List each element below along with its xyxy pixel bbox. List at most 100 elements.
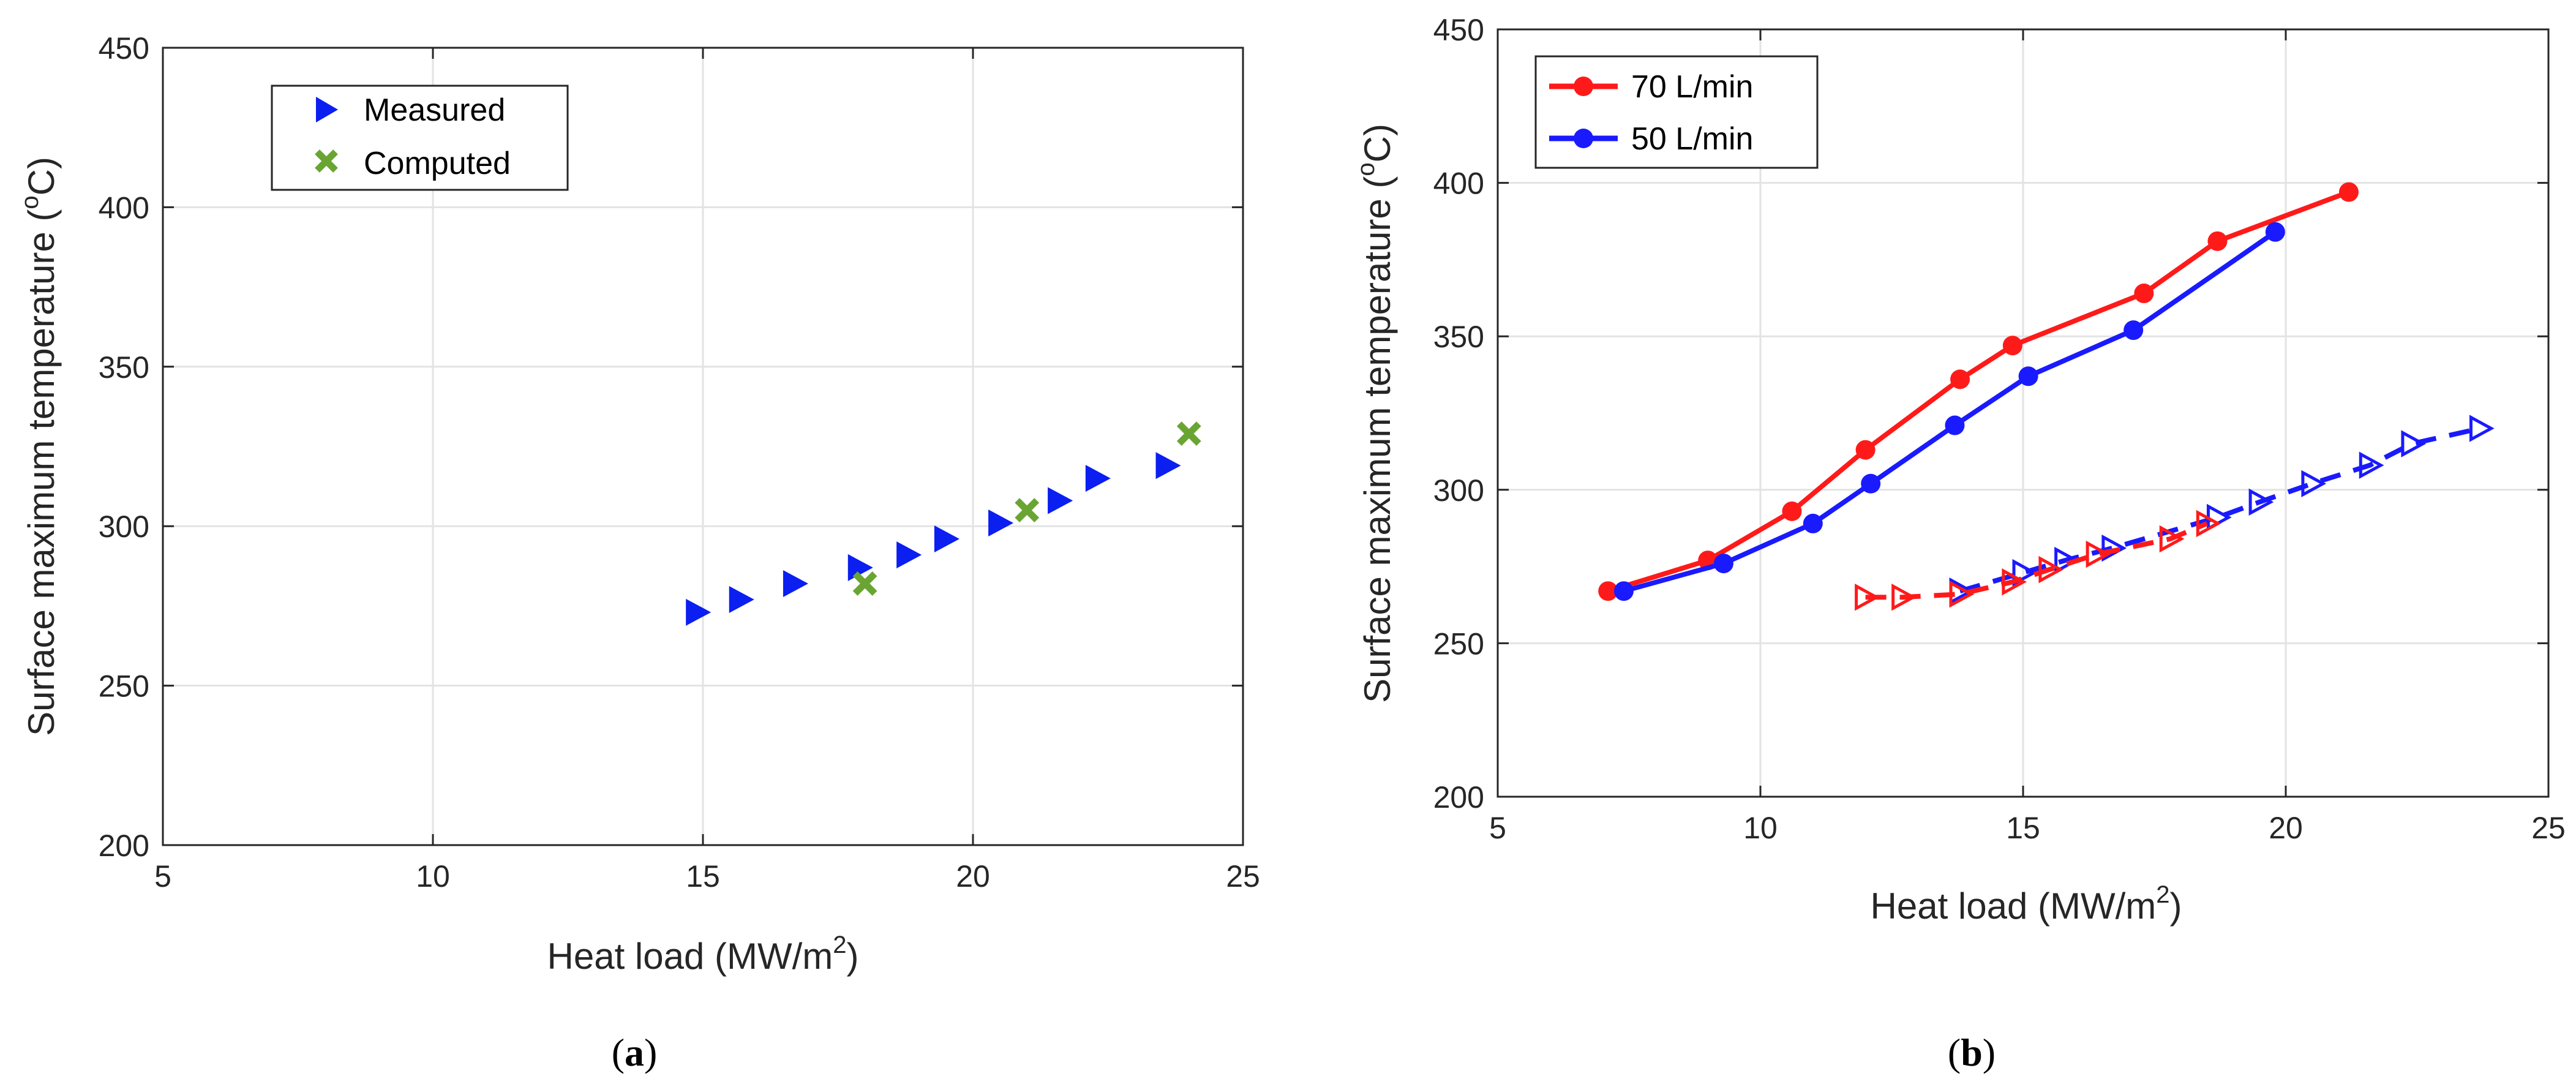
y-tick-labels: 200 250 300 350 400 450 <box>1433 13 1484 814</box>
data-point <box>2469 415 2495 442</box>
legend-label-computed: Computed <box>364 146 511 181</box>
data-point <box>2196 510 2221 538</box>
data-point <box>1949 580 1975 608</box>
data-point <box>2207 231 2228 251</box>
legend-label-measured: Measured <box>364 92 505 128</box>
panel-label-a: (a) <box>612 1031 658 1074</box>
data-point <box>988 509 1014 536</box>
y-tick-label: 400 <box>1433 167 1484 201</box>
data-point <box>1713 554 1733 574</box>
legend-marker-measured <box>316 97 338 122</box>
data-point <box>852 571 877 596</box>
y-tick-label: 300 <box>1433 473 1484 508</box>
data-point <box>1048 487 1073 514</box>
axis-ticks <box>1496 28 2550 798</box>
legend-marker-computed <box>315 149 338 173</box>
y-tick-label: 350 <box>99 350 149 385</box>
data-point <box>686 598 712 626</box>
data-point <box>783 570 808 597</box>
chart-panel-a: 5 10 15 20 25 200 250 300 350 400 450 Measured Co… <box>17 31 1260 1074</box>
axis-ticks <box>162 47 1244 846</box>
data-point <box>2086 540 2111 568</box>
series-measured <box>686 452 1181 626</box>
data-point <box>1861 473 1881 494</box>
x-tick-labels: 5 10 15 20 25 <box>154 859 1260 893</box>
x-tick-label: 5 <box>154 859 171 893</box>
series-line <box>1959 426 2481 594</box>
data-point <box>1782 501 1802 521</box>
x-tick-label: 15 <box>2006 811 2040 845</box>
data-point <box>729 585 754 613</box>
x-axis-label: Heat load (MW/m2) <box>1871 881 2182 927</box>
y-axis-label: Surface maximum temperature (oC) <box>17 157 62 736</box>
legend-marker-70 <box>1574 77 1593 96</box>
x-tick-label: 20 <box>2269 811 2303 845</box>
data-point <box>1803 513 1823 533</box>
legend-box <box>1534 55 1819 169</box>
series-line <box>1865 521 2208 600</box>
x-tick-label: 25 <box>2531 811 2566 845</box>
data-point <box>2206 503 2232 532</box>
data-point <box>2338 182 2359 202</box>
data-point <box>2301 470 2327 497</box>
data-point <box>2248 488 2274 516</box>
chart-panel-b: 5 10 15 20 25 200 250 300 350 400 450 70 L/min 50… <box>1353 13 2566 1074</box>
series-series-3 <box>1855 510 2221 611</box>
x-tick-label: 5 <box>1489 811 1506 845</box>
data-markers <box>686 421 1201 626</box>
data-point <box>1015 498 1040 523</box>
y-tick-label: 200 <box>99 829 149 863</box>
series-computed <box>852 421 1201 596</box>
data-point <box>2038 555 2064 584</box>
panel-label-b: (b) <box>1948 1031 1996 1074</box>
data-point <box>2159 525 2185 553</box>
x-axis-label: Heat load (MW/m2) <box>547 931 859 977</box>
data-point <box>2002 568 2027 596</box>
data-point <box>2002 336 2022 356</box>
y-tick-label: 300 <box>99 510 149 544</box>
y-tick-labels: 200 250 300 350 400 450 <box>99 31 149 863</box>
y-tick-label: 250 <box>1433 626 1484 661</box>
data-point <box>1855 440 1876 460</box>
y-tick-label: 450 <box>1433 13 1484 47</box>
x-tick-labels: 5 10 15 20 25 <box>1489 811 2566 845</box>
y-axis-label: Surface maximum temperature (oC) <box>1353 124 1398 703</box>
data-point <box>1945 415 1965 435</box>
data-point <box>1950 369 1970 389</box>
data-point <box>2265 222 2285 242</box>
legend: Measured Computed <box>271 85 569 191</box>
series-line <box>1623 230 2277 594</box>
series-line <box>1607 189 2350 594</box>
data-point <box>2018 366 2038 386</box>
series-70-l-min <box>1598 182 2359 601</box>
data-point <box>1613 581 1634 601</box>
y-tick-label: 350 <box>1433 320 1484 354</box>
data-point <box>1855 584 1880 611</box>
legend: 70 L/min 50 L/min <box>1534 55 1819 169</box>
data-point <box>1176 421 1201 446</box>
data-point <box>847 554 873 581</box>
series-50-l-min <box>1613 222 2285 601</box>
y-tick-label: 250 <box>99 669 149 704</box>
legend-marker-50 <box>1574 129 1593 148</box>
series-series-2 <box>1949 415 2495 605</box>
legend-label-70: 70 L/min <box>1631 69 1753 105</box>
data-point <box>1155 452 1181 480</box>
data-point <box>2134 284 2154 304</box>
x-tick-label: 20 <box>956 859 990 893</box>
data-point <box>896 541 922 569</box>
data-point <box>2359 451 2384 479</box>
data-series <box>1598 182 2495 611</box>
x-tick-label: 15 <box>686 859 720 893</box>
data-point <box>1598 581 1618 601</box>
y-tick-label: 400 <box>99 190 149 225</box>
x-tick-label: 25 <box>1226 859 1260 893</box>
y-tick-label: 450 <box>99 31 149 66</box>
y-tick-label: 200 <box>1433 780 1484 814</box>
data-point <box>2054 546 2079 574</box>
legend-label-50: 50 L/min <box>1631 121 1753 157</box>
data-point <box>1085 465 1111 492</box>
data-point <box>2012 559 2038 587</box>
data-point <box>1891 584 1917 611</box>
